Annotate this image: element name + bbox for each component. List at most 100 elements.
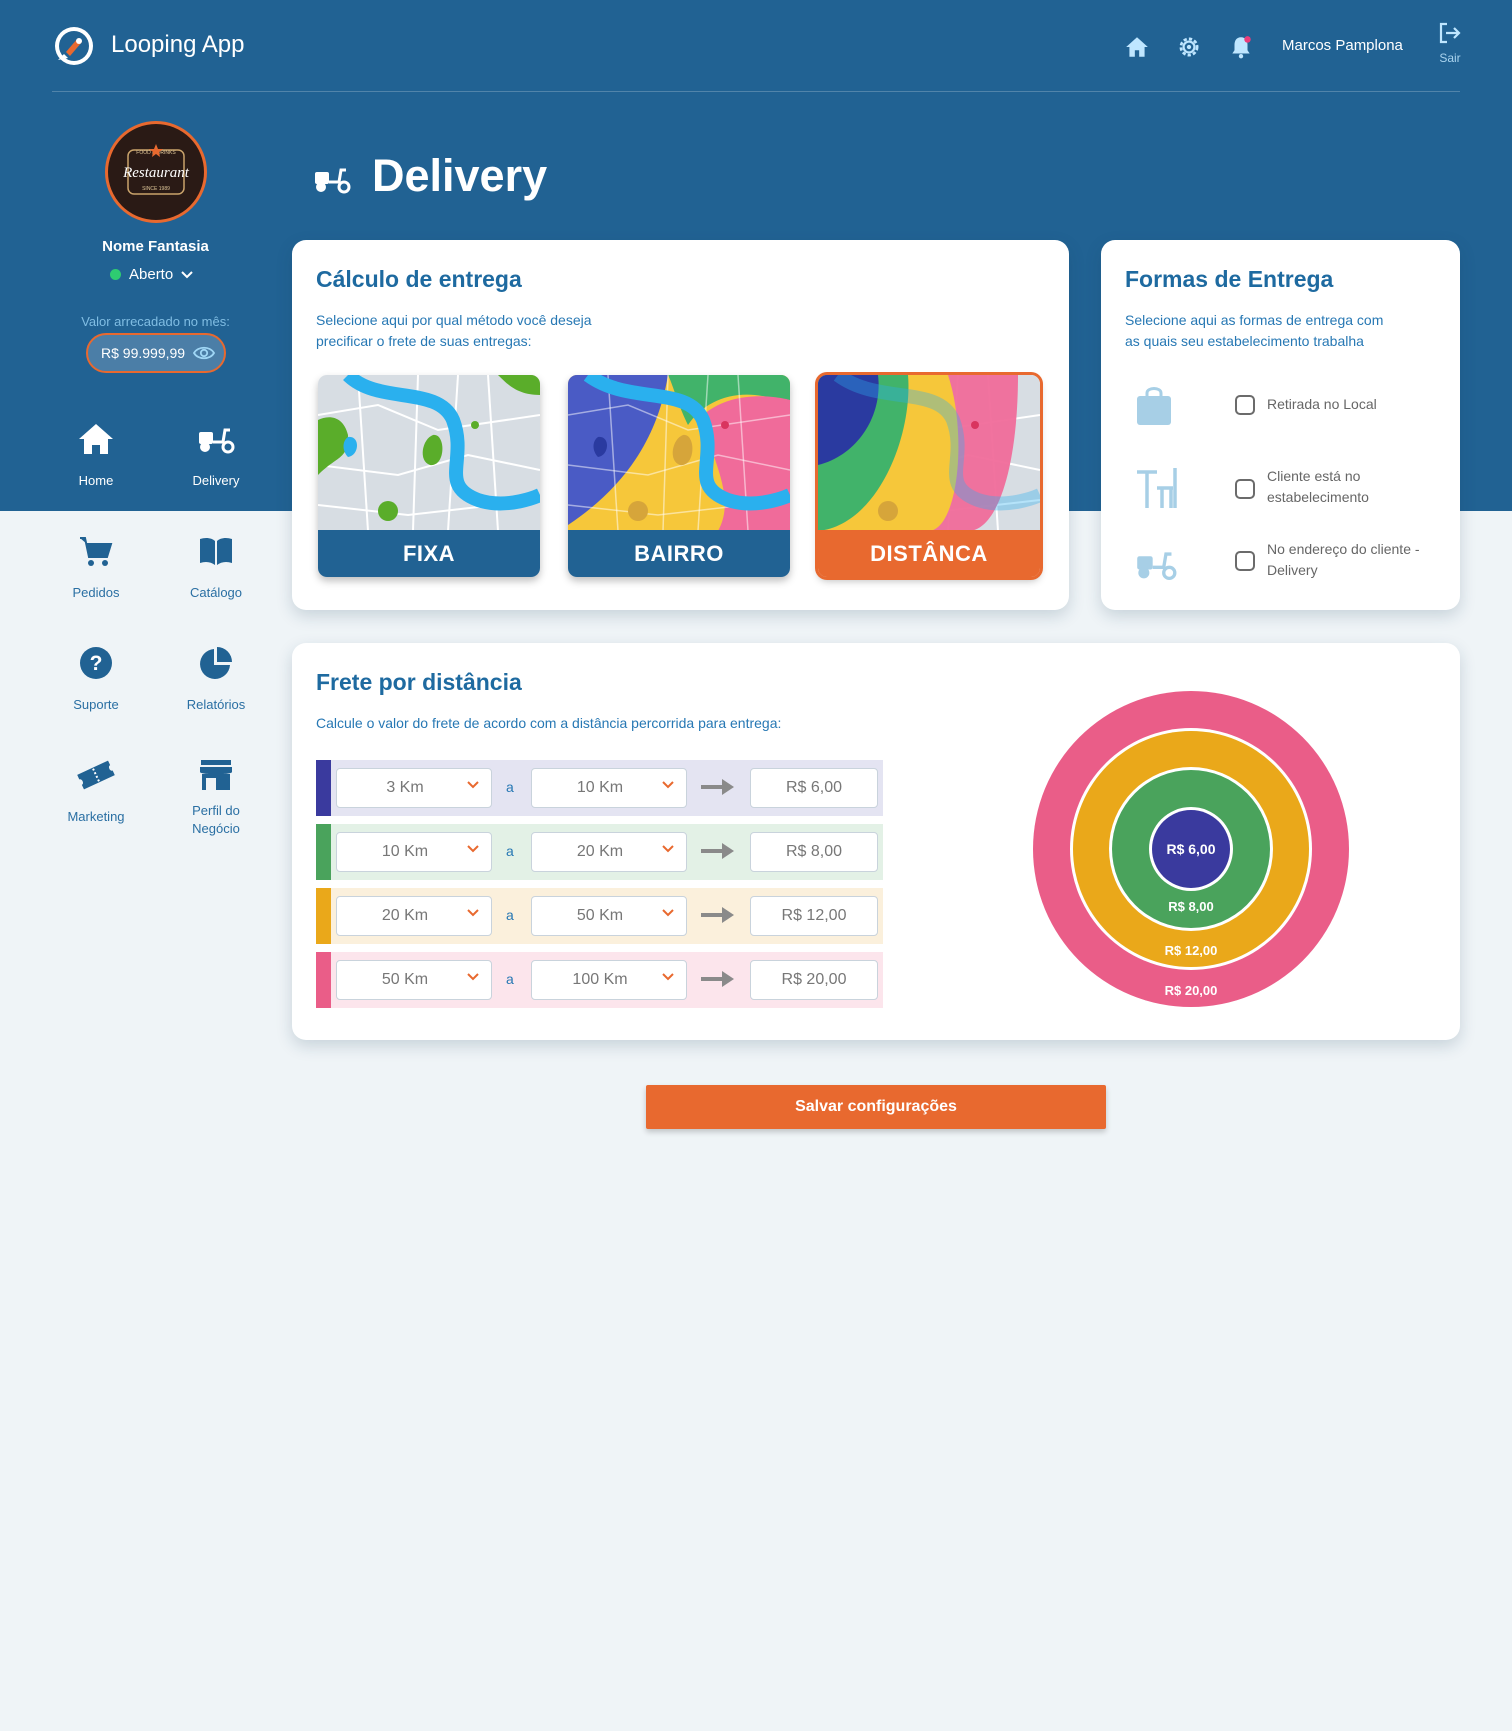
select-value: 20 Km [381, 907, 429, 924]
distance-pricing-card: Frete por distância Calcule o valor do f… [292, 643, 1460, 1040]
select-value: 50 Km [576, 907, 624, 924]
price-input[interactable]: R$ 6,00 [750, 768, 878, 808]
ring-label: R$ 20,00 [1165, 983, 1218, 998]
range-connector: a [506, 907, 514, 923]
checkbox[interactable] [1235, 479, 1255, 499]
sidebar-item-pedidos[interactable]: Pedidos [41, 530, 151, 602]
select-value: 10 Km [576, 779, 624, 796]
store-icon [200, 760, 232, 790]
method-label: BAIRRO [568, 530, 790, 577]
method-bairro-button[interactable]: BAIRRO [568, 375, 790, 577]
chevron-down-icon [662, 845, 674, 853]
pie-chart-icon [200, 647, 232, 679]
method-distancia-button[interactable]: DISTÂNCA [818, 375, 1040, 577]
distance-to-select[interactable]: 10 Km [531, 768, 687, 808]
save-settings-button[interactable]: Salvar configurações [646, 1085, 1106, 1129]
table-icon [1137, 468, 1177, 508]
restaurant-logo: FOOD & DRINKS Restaurant SINCE 1989 [122, 144, 190, 195]
store-status-dropdown[interactable]: Aberto [110, 266, 193, 283]
row-color-bar [316, 952, 331, 1008]
sidebar-item-label: Delivery [192, 473, 240, 488]
price-input[interactable]: R$ 8,00 [750, 832, 878, 872]
chevron-down-icon [467, 845, 479, 853]
sidebar-item-marketing[interactable]: Marketing [41, 754, 151, 826]
eye-icon[interactable] [193, 344, 215, 362]
chevron-down-icon [467, 781, 479, 789]
revenue-amount: R$ 99.999,99 [101, 345, 186, 361]
sidebar-item-perfil[interactable]: Perfil do Negócio [161, 754, 271, 838]
sidebar-item-label: Catálogo [189, 585, 243, 600]
ring-label: R$ 12,00 [1165, 943, 1218, 958]
forms-title: Formas de Entrega [1125, 266, 1334, 292]
sidebar-item-label: Relatórios [186, 697, 246, 712]
distance-rings-chart: R$ 6,00 R$ 8,00 R$ 12,00 R$ 20,00 [1033, 691, 1349, 1007]
price-value: R$ 20,00 [781, 971, 847, 988]
forms-desc-line: Selecione aqui as formas de entrega com [1125, 312, 1384, 328]
distance-from-select[interactable]: 50 Km [336, 960, 492, 1000]
scooter-icon [1137, 552, 1177, 581]
price-input[interactable]: R$ 12,00 [750, 896, 878, 936]
select-value: 50 Km [381, 971, 429, 988]
user-name[interactable]: Marcos Pamplona [1282, 37, 1403, 54]
store-status-label: Aberto [129, 266, 174, 283]
sidebar-item-catalogo[interactable]: Catálogo [161, 530, 271, 602]
distance-row: 3 Km a 10 Km R$ 6,00 [316, 760, 883, 816]
price-value: R$ 12,00 [781, 907, 847, 924]
gear-icon[interactable] [1176, 34, 1202, 60]
revenue-label: Valor arrecadado no mês: [81, 314, 230, 329]
price-value: R$ 6,00 [785, 779, 843, 796]
ring-label: R$ 8,00 [1168, 899, 1214, 914]
logout-icon [1439, 22, 1461, 44]
logo-text: Restaurant [122, 165, 190, 181]
sidebar-item-delivery[interactable]: Delivery [161, 418, 271, 490]
store-logo-avatar[interactable]: FOOD & DRINKS Restaurant SINCE 1989 [105, 121, 207, 223]
delivery-calc-card: Cálculo de entrega Selecione aqui por qu… [292, 240, 1069, 610]
method-label: DISTÂNCA [818, 530, 1040, 577]
arrow-right-icon [701, 779, 734, 795]
distance-to-select[interactable]: 20 Km [531, 832, 687, 872]
chevron-down-icon [662, 781, 674, 789]
sidebar-item-label: Suporte [73, 697, 119, 712]
map-illustration [318, 375, 540, 531]
app-logo-icon[interactable] [52, 24, 96, 68]
page-title: Delivery [372, 150, 548, 201]
svg-text:?: ? [90, 652, 103, 675]
chevron-down-icon [467, 909, 479, 917]
distance-from-select[interactable]: 10 Km [336, 832, 492, 872]
bell-icon[interactable] [1228, 34, 1254, 60]
distance-from-select[interactable]: 3 Km [336, 768, 492, 808]
select-value: 3 Km [386, 779, 424, 796]
arrow-right-icon [701, 907, 734, 923]
method-label: FIXA [318, 530, 540, 577]
map-illustration [568, 375, 790, 531]
logout-button[interactable]: Sair [1430, 22, 1470, 65]
price-input[interactable]: R$ 20,00 [750, 960, 878, 1000]
method-fixa-button[interactable]: FIXA [318, 375, 540, 577]
bag-icon [1137, 387, 1171, 425]
chevron-down-icon [662, 909, 674, 917]
select-value: 10 Km [381, 843, 429, 860]
select-value: 20 Km [576, 843, 624, 860]
distance-to-select[interactable]: 100 Km [531, 960, 687, 1000]
home-icon[interactable] [1124, 34, 1150, 60]
distance-description: Calcule o valor do frete de acordo com a… [316, 715, 782, 731]
row-color-bar [316, 760, 331, 816]
range-connector: a [506, 843, 514, 859]
row-color-bar [316, 824, 331, 880]
sidebar-item-home[interactable]: Home [41, 418, 151, 490]
row-color-bar [316, 888, 331, 944]
chevron-down-icon [181, 270, 193, 278]
sidebar-item-suporte[interactable]: ? Suporte [41, 642, 151, 714]
checkbox[interactable] [1235, 395, 1255, 415]
delivery-forms-card: Formas de Entrega Selecione aqui as form… [1101, 240, 1460, 610]
calc-title: Cálculo de entrega [316, 266, 522, 292]
scooter-icon [315, 168, 351, 194]
distance-to-select[interactable]: 50 Km [531, 896, 687, 936]
arrow-right-icon [701, 843, 734, 859]
checkbox[interactable] [1235, 551, 1255, 571]
home-icon [79, 424, 113, 454]
cart-icon [80, 537, 113, 566]
store-name: Nome Fantasia [102, 238, 209, 255]
sidebar-item-relatorios[interactable]: Relatórios [161, 642, 271, 714]
distance-from-select[interactable]: 20 Km [336, 896, 492, 936]
